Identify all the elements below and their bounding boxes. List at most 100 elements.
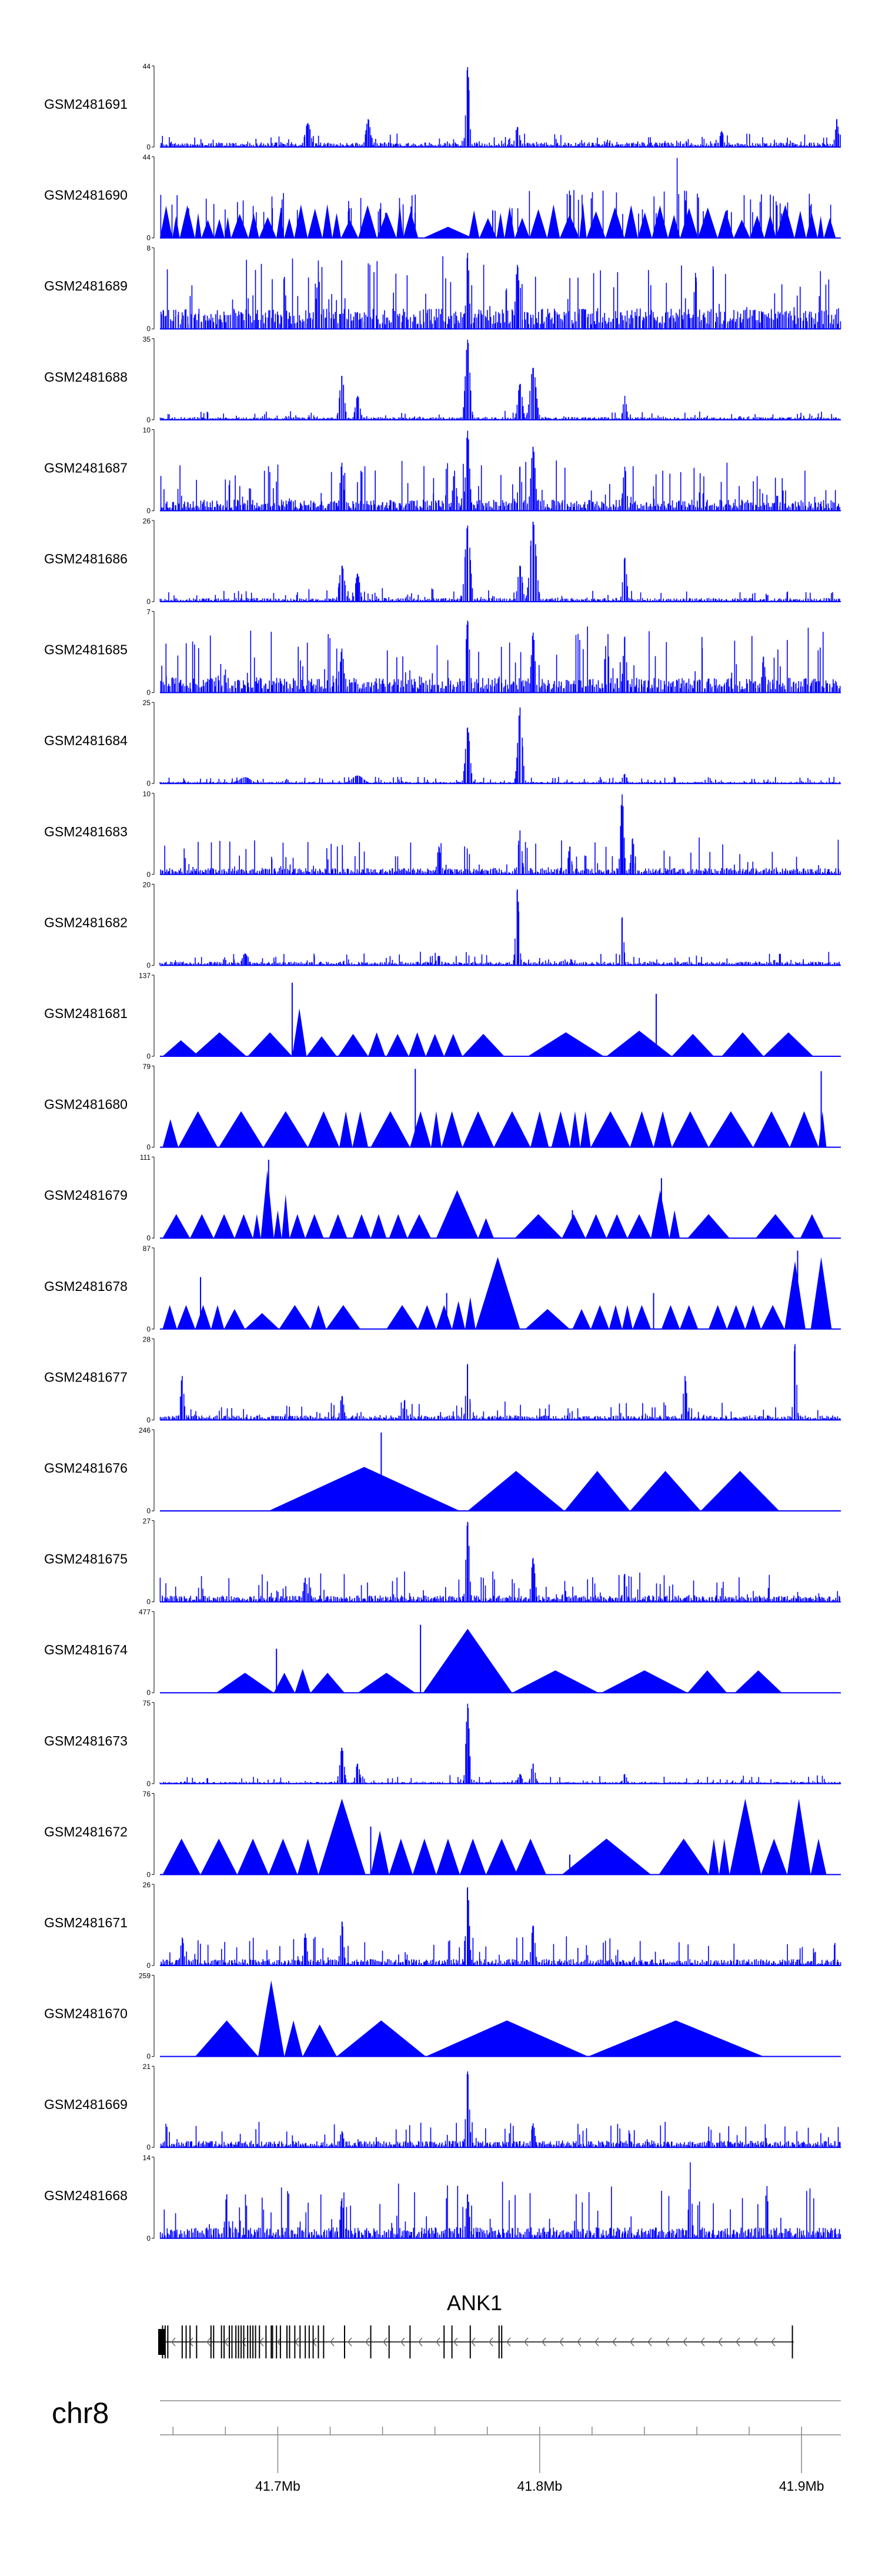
coverage-signal [160,620,841,693]
chromosome-label: chr8 [52,2397,109,2430]
y-min-label: 0 [146,1689,151,1697]
coverage-triangle [763,1032,814,1056]
strand-arrow [647,2337,652,2347]
coverage-triangle [407,1214,431,1239]
coverage-triangle [745,1305,761,1329]
track-GSM2481683: GSM2481683 10 0 [44,790,841,879]
coverage-triangle [370,1111,410,1147]
y-max-label: 477 [139,1608,151,1616]
y-min-label: 0 [146,1507,151,1515]
coverage-signal [159,1703,841,1784]
coverage-triangle [263,1111,308,1147]
y-max-label: 14 [143,2154,151,2162]
strand-arrow [594,2337,599,2347]
coverage-triangle [178,1111,218,1147]
y-min-label: 0 [146,1234,151,1242]
coverage-triangle [213,1214,235,1239]
y-max-label: 75 [143,1699,151,1707]
track-GSM2481671: GSM2481671 26 0 [44,1881,841,1970]
utr-block [158,2329,165,2355]
track-label: GSM2481676 [44,1460,128,1476]
coverage-triangle [475,1257,520,1329]
track-label: GSM2481690 [44,188,128,203]
coverage-triangle [162,1838,201,1875]
y-max-label: 27 [143,1517,151,1526]
coverage-triangle [410,1111,431,1147]
track-GSM2481685: GSM2481685 7 0 [44,608,841,697]
coverage-triangle [590,1111,630,1147]
coverage-triangle [273,1210,282,1239]
axis-minor-ticks [172,2427,802,2435]
coverage-triangle [514,1838,546,1875]
coverage-triangle [627,1214,652,1239]
y-min-label: 0 [146,1416,151,1424]
track-GSM2481670: GSM2481670 259 0 [44,1972,841,2061]
coverage-triangle [653,1111,672,1147]
y-min-label: 0 [146,416,151,424]
track-GSM2481690: GSM2481690 44 0 [44,154,841,242]
strand-arrow [348,2337,352,2347]
coverage-signal [161,1887,841,1966]
track-label: GSM2481678 [44,1279,128,1294]
coverage-triangle [551,1111,570,1147]
y-max-label: 44 [143,62,151,71]
track-GSM2481686: GSM2481686 26 0 [44,517,841,606]
strand-arrow [330,2337,335,2347]
track-GSM2481681: GSM2481681 137 0 [44,972,841,1060]
coverage-triangle [709,1838,719,1875]
y-min-label: 0 [146,1143,151,1152]
coverage-triangle [370,1214,387,1239]
strand-arrow [612,2337,617,2347]
y-min-label: 0 [146,870,151,879]
gene-track: ANK1 [158,2291,794,2358]
coverage-triangle [572,1309,591,1329]
coverage-triangle [790,1111,819,1147]
y-min-label: 0 [146,2234,151,2243]
coverage-triangle [756,1214,796,1239]
coverage-triangle [389,1214,407,1239]
coverage-triangle [292,1008,307,1056]
track-label: GSM2481689 [44,278,128,293]
coverage-triangle [310,1305,326,1329]
coverage-triangle [426,2020,589,2057]
strand-arrow [189,2337,193,2347]
track-GSM2481687: GSM2481687 10 0 [44,426,841,515]
strand-arrow [365,2337,370,2347]
coverage-triangle [216,1673,274,1693]
coverage-triangle [162,1305,177,1329]
coverage-triangle [818,1111,827,1147]
track-label: GSM2481679 [44,1187,128,1203]
coverage-triangle [800,1214,824,1239]
coverage-triangle [426,1033,445,1056]
strand-arrow [453,2337,458,2347]
track-label: GSM2481681 [44,1006,128,1021]
y-max-label: 111 [140,1153,151,1162]
coverage-triangle [431,1111,442,1147]
strand-arrow [206,2337,211,2347]
y-min-label: 0 [146,234,151,242]
coverage-triangle [389,1838,413,1875]
coverage-triangle [310,1673,345,1693]
y-max-label: 10 [143,426,151,434]
strand-arrow [771,2337,776,2347]
axis-tick-label: 41.7Mb [255,2478,300,2494]
coverage-triangle [467,1471,565,1511]
coverage-triangle [784,1261,806,1329]
coverage-triangle [753,1111,790,1147]
coverage-triangle [386,1305,418,1329]
coverage-triangle [219,1111,263,1147]
coverage-signal [161,67,841,147]
track-label: GSM2481670 [44,2006,128,2021]
coverage-signal [160,794,841,875]
coverage-triangle [211,1305,225,1329]
strand-arrow [718,2337,723,2347]
y-min-label: 0 [146,1870,151,1878]
coverage-triangle [162,1119,179,1147]
y-max-label: 87 [143,1244,151,1253]
coverage-signal [159,339,841,420]
coverage-triangle [352,1111,369,1147]
coverage-triangle [761,1838,787,1875]
track-GSM2481673: GSM2481673 75 0 [44,1699,841,1788]
track-label: GSM2481671 [44,1915,128,1930]
